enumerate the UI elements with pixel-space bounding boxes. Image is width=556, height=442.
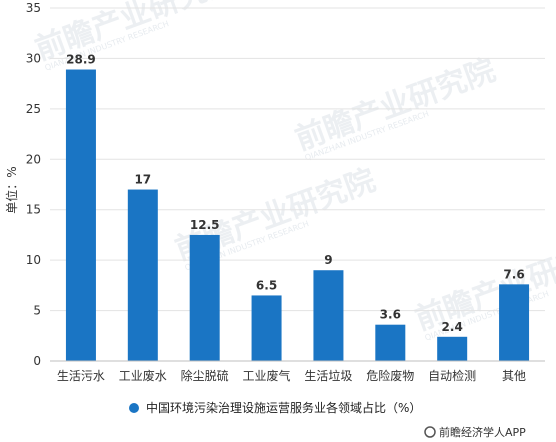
legend-marker xyxy=(129,403,139,413)
x-category-label: 生活污水 xyxy=(57,369,105,383)
bar xyxy=(127,189,158,361)
y-axis-ticks: 0 5 10 15 20 25 30 35 xyxy=(26,1,41,368)
watermark-text: 前瞻产业研究院 xyxy=(291,53,500,158)
x-category-label: 生活垃圾 xyxy=(304,368,352,383)
x-axis-categories: 生活污水 工业废水 除尘脱硫 工业废气 生活垃圾 危险废物 自动检测 其他 xyxy=(57,368,526,383)
data-label: 3.6 xyxy=(380,308,401,322)
data-label: 28.9 xyxy=(66,53,96,67)
data-labels: 28.9 17 12.5 6.5 9 3.6 2.4 7.6 xyxy=(66,53,525,334)
y-tick-label: 30 xyxy=(26,51,41,65)
legend: 中国环境污染治理设施运营服务业各领域占比（%） xyxy=(129,400,421,415)
data-label: 12.5 xyxy=(190,218,220,232)
data-label: 2.4 xyxy=(442,320,463,334)
x-category-label: 自动检测 xyxy=(428,368,476,383)
legend-label: 中国环境污染治理设施运营服务业各领域占比（%） xyxy=(146,400,421,415)
y-tick-label: 5 xyxy=(33,304,41,318)
data-label: 6.5 xyxy=(256,278,277,292)
source-credit: 前瞻经济学人APP xyxy=(424,425,526,439)
data-label: 17 xyxy=(134,173,151,187)
y-tick-label: 25 xyxy=(26,102,41,116)
y-axis-title: 单位：% xyxy=(4,166,19,213)
x-category-label: 除尘脱硫 xyxy=(181,368,229,383)
bars xyxy=(65,69,530,361)
y-tick-label: 0 xyxy=(33,354,41,368)
data-label: 7.6 xyxy=(503,267,524,281)
bar xyxy=(499,284,530,361)
y-tick-label: 35 xyxy=(26,1,41,15)
x-category-label: 其他 xyxy=(502,369,526,383)
source-label: 前瞻经济学人APP xyxy=(439,425,526,439)
y-tick-label: 20 xyxy=(26,152,41,166)
source-logo-icon xyxy=(424,426,436,438)
gridlines xyxy=(50,7,545,312)
bar xyxy=(189,234,220,361)
data-label: 9 xyxy=(324,253,332,267)
bar xyxy=(437,336,468,361)
x-category-label: 危险废物 xyxy=(366,368,414,383)
x-category-label: 工业废水 xyxy=(119,368,167,383)
y-tick-label: 15 xyxy=(26,203,41,217)
bar xyxy=(65,69,96,361)
bar xyxy=(251,295,282,361)
y-tick-label: 10 xyxy=(26,253,41,267)
bar xyxy=(313,270,344,361)
x-category-label: 工业废气 xyxy=(243,368,291,383)
bar xyxy=(375,324,406,361)
